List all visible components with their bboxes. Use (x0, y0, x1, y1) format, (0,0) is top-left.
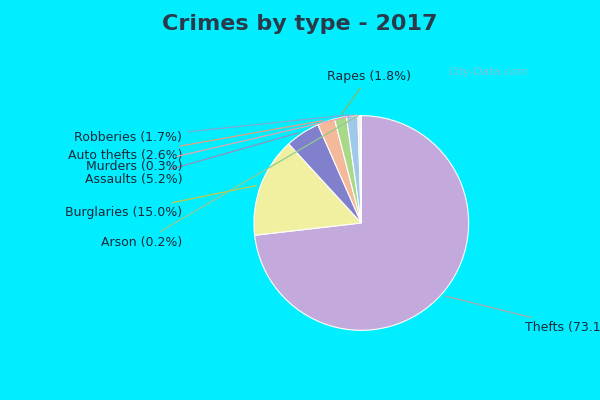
Text: Assaults (5.2%): Assaults (5.2%) (85, 133, 299, 186)
Wedge shape (318, 119, 361, 223)
Wedge shape (254, 144, 361, 235)
Text: Auto thefts (2.6%): Auto thefts (2.6%) (68, 121, 323, 162)
Text: City-Data.com: City-Data.com (449, 67, 528, 77)
Text: Robberies (1.7%): Robberies (1.7%) (74, 115, 349, 144)
Text: Arson (0.2%): Arson (0.2%) (101, 116, 358, 249)
Wedge shape (289, 125, 361, 223)
Text: Thefts (73.1%): Thefts (73.1%) (445, 296, 600, 334)
Wedge shape (358, 116, 361, 223)
Text: Rapes (1.8%): Rapes (1.8%) (327, 70, 411, 114)
Wedge shape (346, 116, 361, 223)
Wedge shape (254, 116, 469, 330)
Text: Crimes by type - 2017: Crimes by type - 2017 (162, 14, 438, 34)
Text: Burglaries (15.0%): Burglaries (15.0%) (65, 186, 257, 219)
Wedge shape (335, 117, 361, 223)
Text: Murders (0.3%): Murders (0.3%) (86, 115, 356, 173)
Wedge shape (360, 116, 361, 223)
